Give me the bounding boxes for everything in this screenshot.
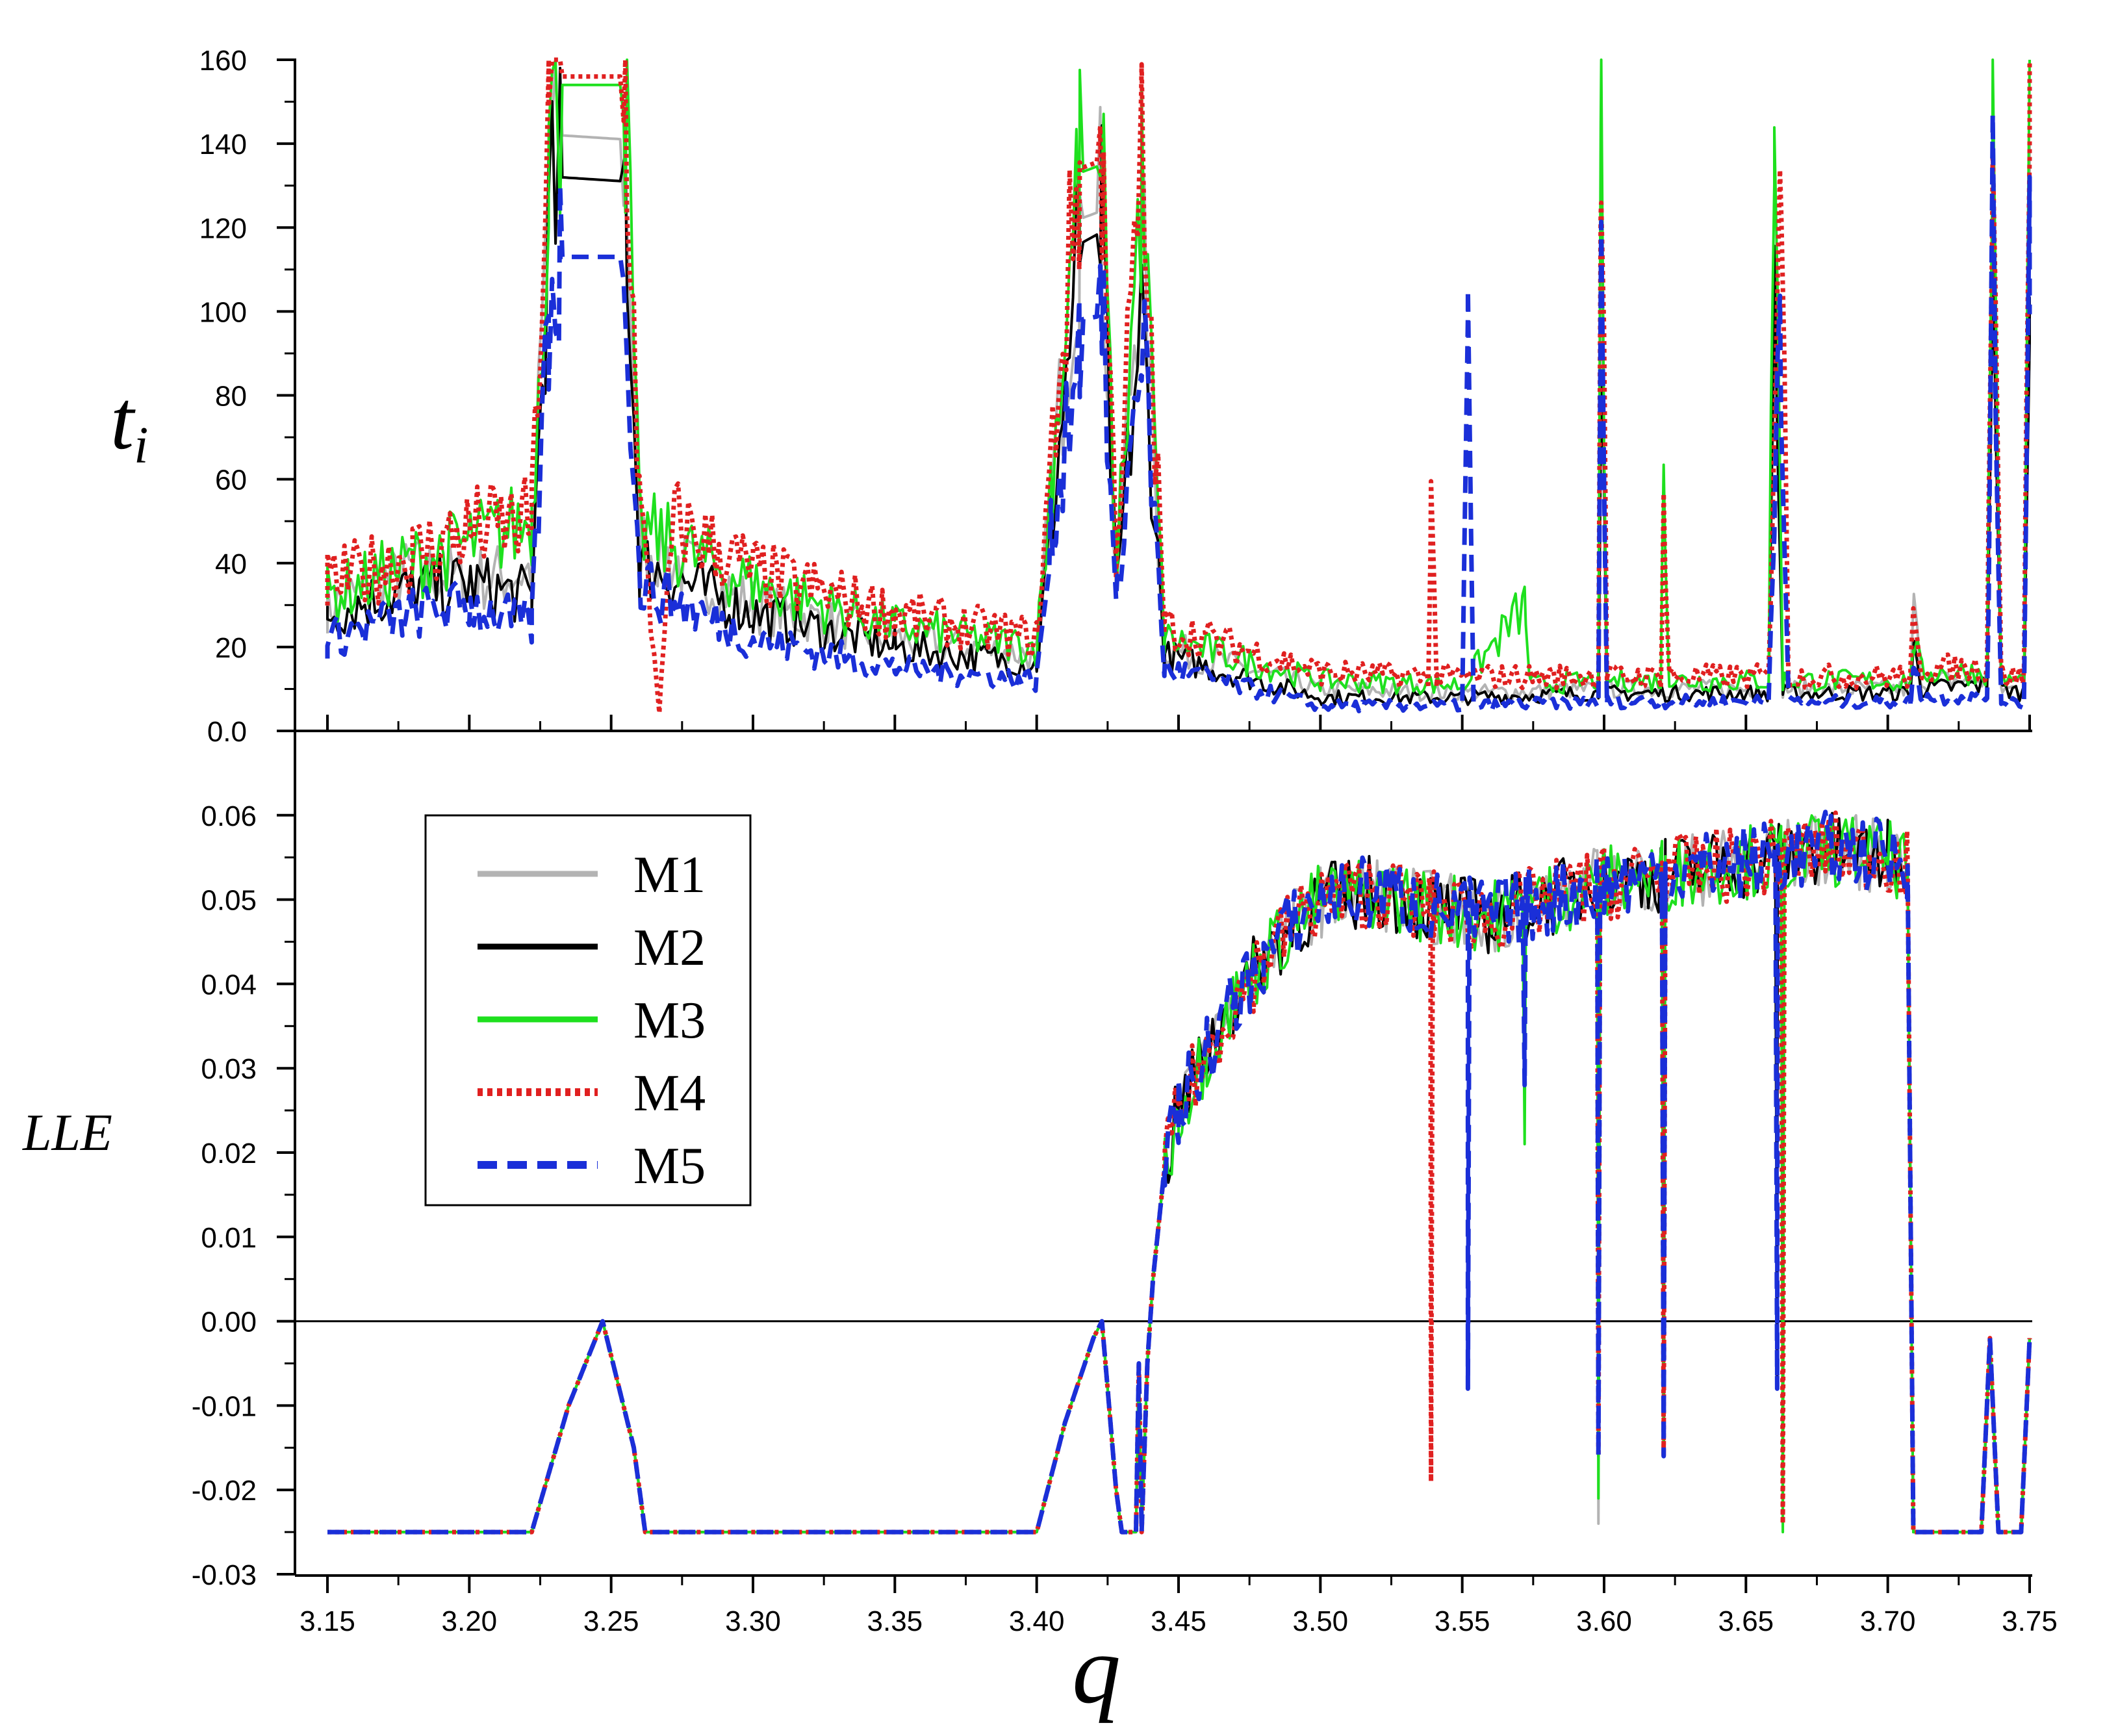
top-y-tick-label: 20	[215, 632, 247, 664]
bottom-x-tick-label: 3.25	[583, 1605, 639, 1637]
bottom-x-tick-label: 3.50	[1293, 1605, 1349, 1637]
bottom-y-tick-label: 0.01	[201, 1222, 257, 1254]
top-y-tick-label: 100	[199, 296, 247, 328]
top-y-ticks: 0.0 20 40 60 80 100 120 140 160	[199, 45, 295, 748]
bottom-x-tick-label: 3.55	[1435, 1605, 1490, 1637]
bottom-x-tick-label: 3.15	[300, 1605, 355, 1637]
bottom-x-tick-label: 3.45	[1151, 1605, 1206, 1637]
bottom-y-axis-label: LLE	[22, 1104, 112, 1162]
bottom-y-tick-label: -0.03	[192, 1559, 257, 1591]
top-y-tick-label: 140	[199, 129, 247, 160]
top-series-group	[325, 57, 2032, 715]
legend-label-m3: M3	[633, 992, 706, 1049]
bottom-y-tick-label: -0.01	[192, 1390, 257, 1422]
legend-label-m1: M1	[633, 847, 706, 904]
legend-label-m4: M4	[633, 1065, 706, 1122]
bottom-panel: -0.03 -0.02 -0.01 0.00 0.01 0.02 0.03 0.04 0.05 0…	[22, 731, 2058, 1724]
legend: M1 M2 M3 M4 M5	[424, 814, 752, 1206]
bottom-x-ticks: 3.15 3.20 3.25 3.30 3.35 3.40 3.45 3.50 3.55 3.60…	[300, 1576, 2058, 1637]
bottom-y-tick-label: 0.03	[201, 1053, 257, 1085]
bottom-x-tick-label: 3.40	[1009, 1605, 1065, 1637]
top-y-tick-label: 0.0	[207, 716, 247, 748]
bottom-x-tick-label: 3.60	[1576, 1605, 1632, 1637]
top-series-m3	[326, 58, 2031, 695]
bottom-x-tick-label: 3.30	[725, 1605, 781, 1637]
bottom-y-tick-label: -0.02	[192, 1475, 257, 1507]
bottom-y-tick-label: 0.04	[201, 969, 257, 1001]
bottom-y-tick-label: 0.00	[201, 1307, 257, 1338]
top-series-m5	[325, 112, 2032, 713]
legend-label-m2: M2	[633, 919, 706, 976]
bottom-x-tick-label: 3.20	[442, 1605, 498, 1637]
bottom-y-tick-label: 0.05	[201, 885, 257, 917]
top-y-axis-label: ti	[110, 374, 148, 474]
legend-label-m5: M5	[633, 1138, 706, 1195]
top-series-m4	[325, 57, 2032, 715]
bottom-y-tick-label: 0.06	[201, 800, 257, 832]
bottom-y-tick-label: 0.02	[201, 1138, 257, 1169]
top-y-tick-label: 80	[215, 381, 247, 413]
bottom-series-m5	[327, 810, 2032, 1535]
top-y-tick-label: 160	[199, 45, 247, 77]
bottom-x-tick-label: 3.70	[1860, 1605, 1916, 1637]
top-y-tick-label: 40	[215, 548, 247, 580]
top-y-tick-label: 120	[199, 212, 247, 244]
bottom-y-ticks: -0.03 -0.02 -0.01 0.00 0.01 0.02 0.03 0.04 0.05 0…	[192, 800, 295, 1591]
bottom-x-tick-label: 3.65	[1718, 1605, 1774, 1637]
bottom-series-group	[327, 810, 2032, 1535]
bottom-x-tick-label: 3.75	[2002, 1605, 2058, 1637]
x-axis-label: q	[1072, 1616, 1121, 1724]
legend-entries: M1 M2 M3 M4 M5	[478, 847, 706, 1195]
top-y-tick-label: 60	[215, 465, 247, 496]
bottom-x-tick-label: 3.35	[867, 1605, 923, 1637]
top-x-ticks	[326, 715, 2031, 731]
legend-box	[424, 814, 752, 1206]
top-panel: 0.0 20 40 60 80 100 120 140 160 ti	[110, 45, 2032, 748]
